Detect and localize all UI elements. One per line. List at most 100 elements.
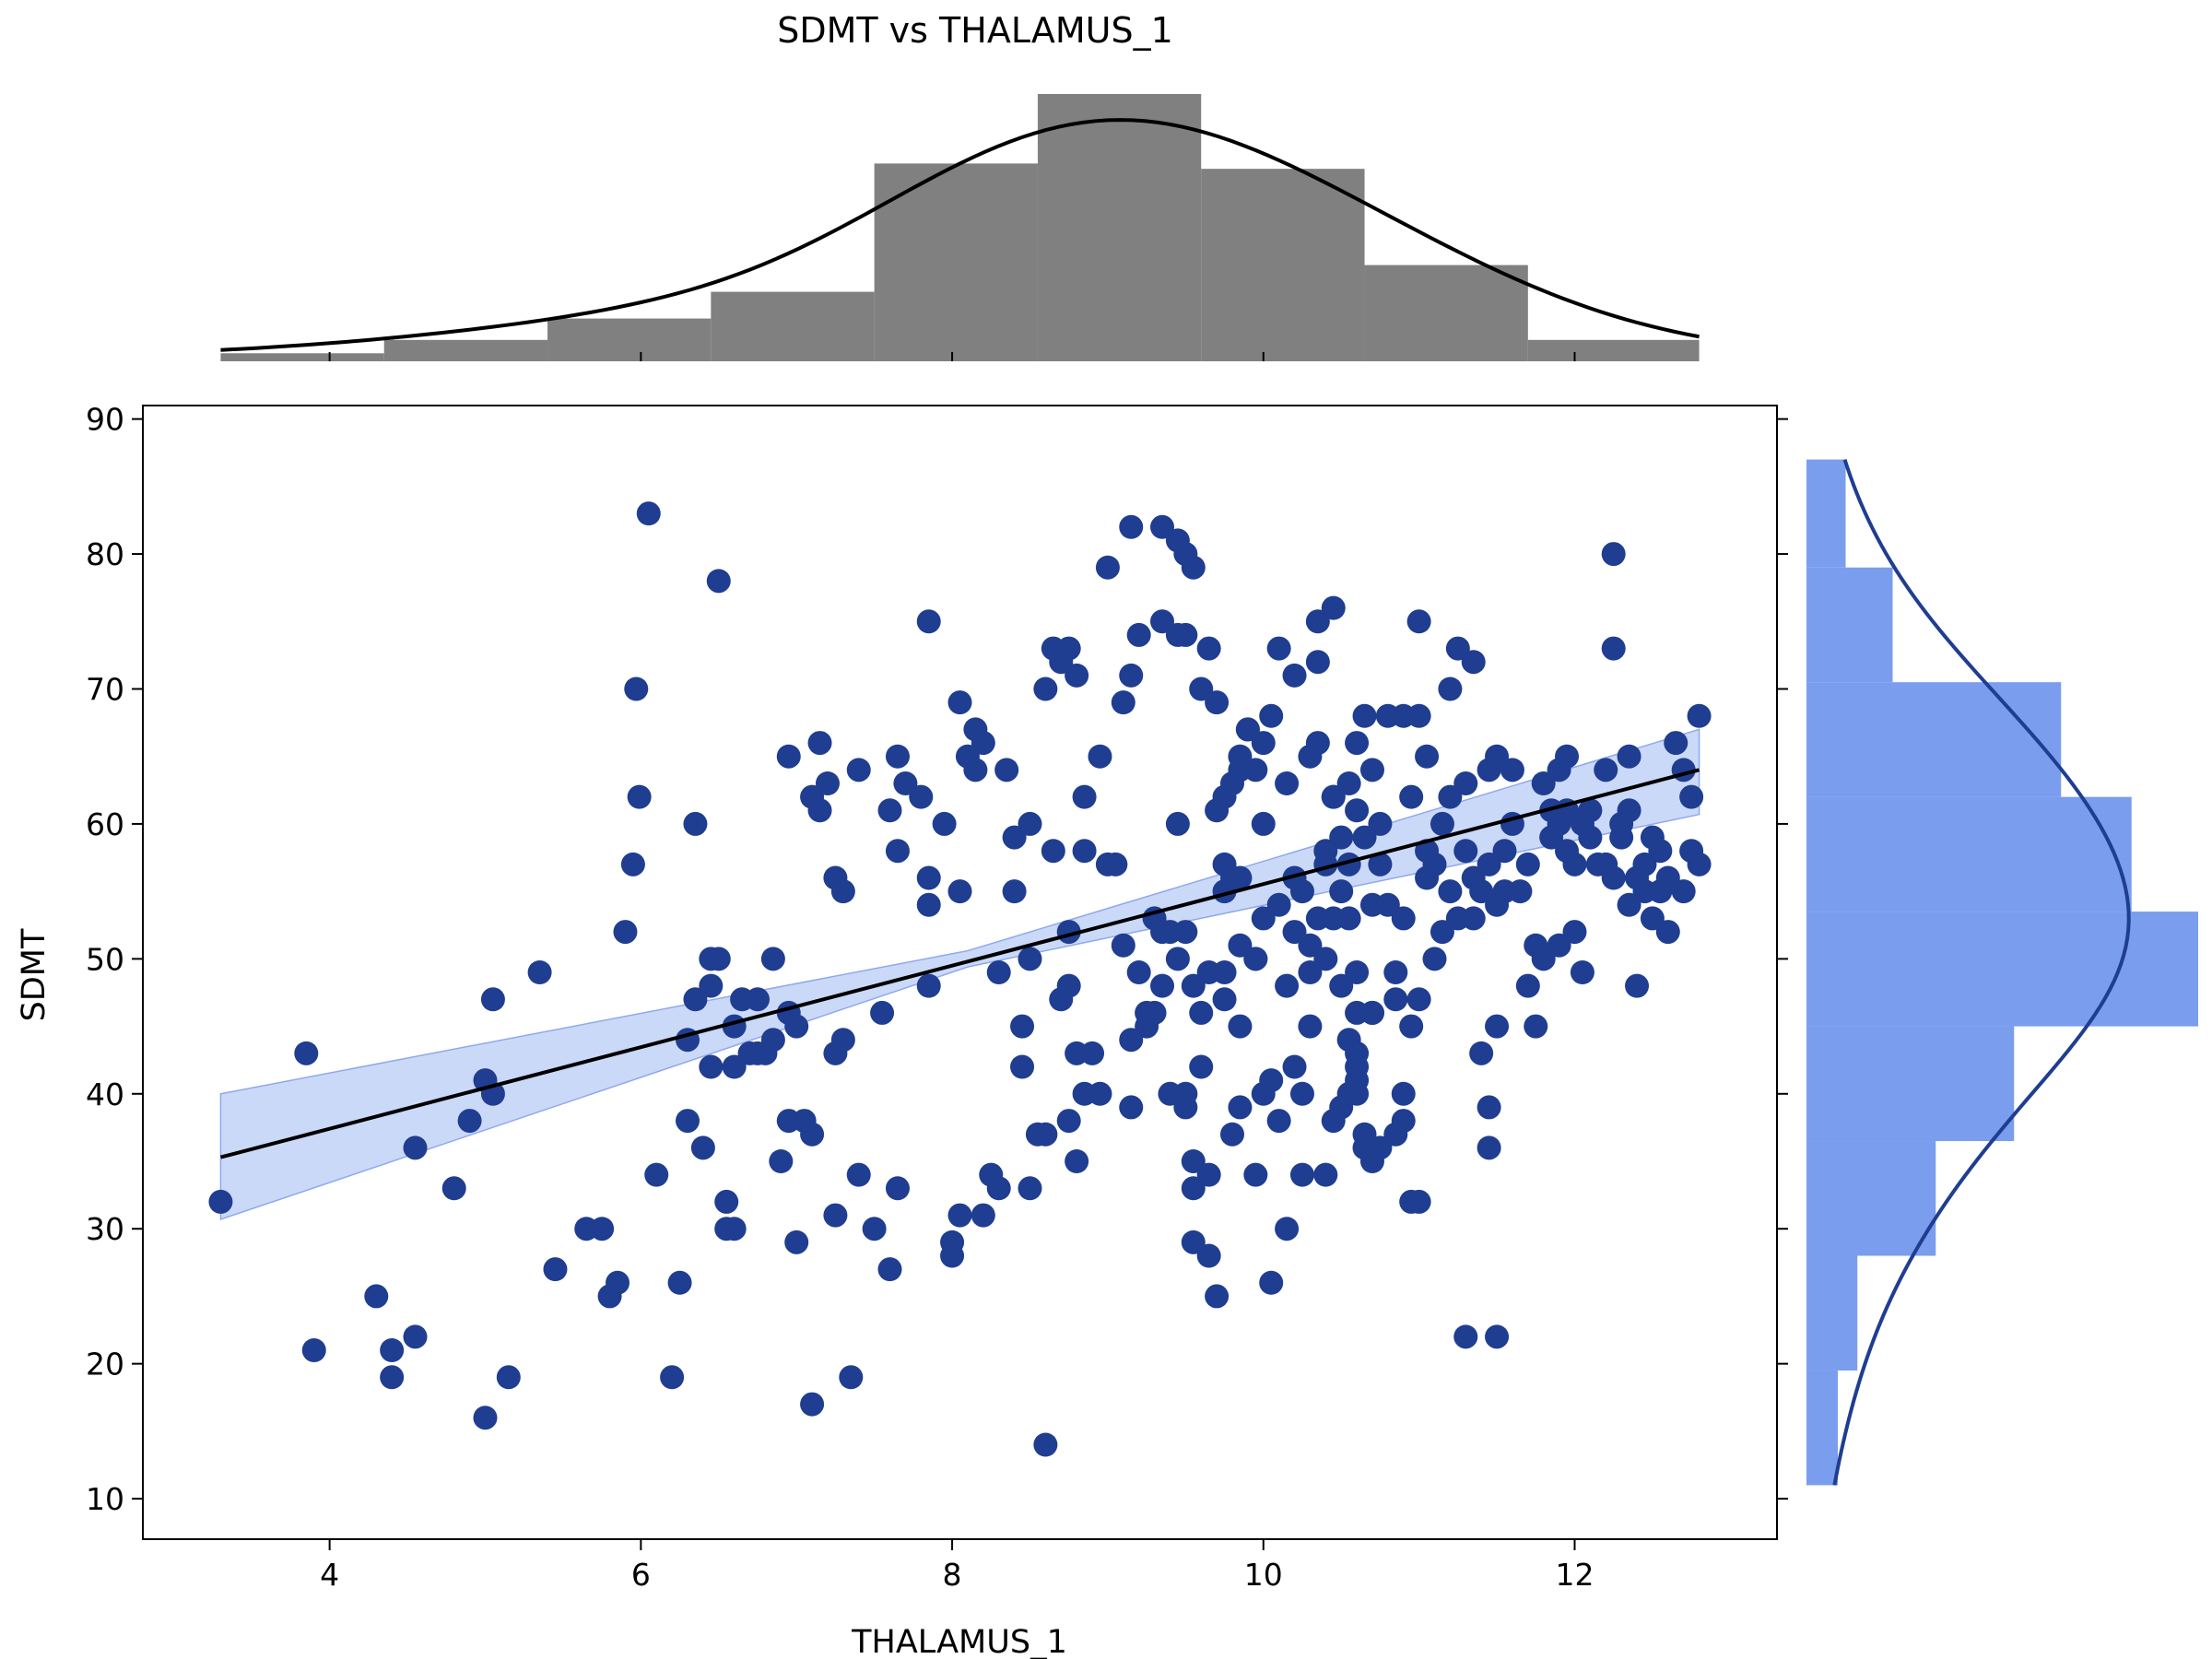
y-tick-label: 60 [86,806,124,842]
scatter-point [706,947,731,971]
scatter-point [1189,1054,1214,1079]
scatter-point [301,1338,326,1362]
right-histogram-bar [1806,459,1846,568]
scatter-point [776,1109,801,1134]
scatter-point [885,1176,910,1201]
scatter-point [1430,920,1454,945]
scatter-point [496,1365,521,1390]
scatter-point [947,1203,972,1228]
scatter-point [1671,879,1696,904]
scatter-point [480,987,505,1012]
top-histogram-bar [711,291,875,361]
top-histogram-bar [220,353,384,361]
scatter-point [1359,892,1384,917]
scatter-point [885,744,910,769]
scatter-point [364,1284,389,1309]
scatter-point [1375,703,1400,728]
scatter-point [1594,758,1618,782]
scatter-point [1095,555,1120,580]
scatter-point [613,920,638,945]
scatter-point [636,501,661,526]
scatter-point [1359,758,1384,782]
scatter-point [1049,650,1074,675]
scatter-point [1266,892,1291,917]
scatter-point [1243,1162,1268,1187]
y-axis-label: SDMT [16,928,53,1021]
scatter-point [846,1162,871,1187]
scatter-point [1251,906,1276,931]
scatter-point [1352,825,1377,850]
scatter-point [830,1028,855,1053]
scatter-point [1601,636,1626,661]
scatter-point [1640,906,1665,931]
scatter-point [1033,1432,1058,1457]
scatter-point [916,973,941,998]
scatter-point [683,811,708,836]
scatter-point [1282,920,1307,945]
scatter-point [1469,1041,1494,1065]
top-marginal-histogram [220,94,1700,361]
scatter-point [877,1257,902,1282]
scatter-point [722,1217,747,1241]
scatter-point [1368,852,1393,877]
scatter-point [1515,973,1540,998]
x-tick-label: 12 [1555,1557,1594,1593]
scatter-point [1305,609,1330,634]
scatter-point [1150,973,1175,998]
scatter-point [1150,609,1175,634]
right-histogram-bar [1806,1141,1936,1256]
scatter-point [1212,960,1237,984]
scatter-point [1399,784,1424,809]
scatter-point [862,1217,887,1241]
scatter-point [1259,1270,1284,1295]
scatter-point [807,731,832,756]
scatter-point [1406,987,1431,1012]
scatter-point [955,744,980,769]
scatter-point [971,1203,995,1228]
scatter-point [714,1189,739,1214]
y-tick-label: 10 [86,1481,124,1517]
right-histogram-bar [1806,1026,2015,1142]
scatter-point [1570,960,1594,984]
scatter-point [1205,1284,1230,1309]
y-axis-ticks: 10 20 30 40 50 60 70 80 90 [86,402,1788,1517]
scatter-point [1251,811,1276,836]
scatter-point [403,1135,428,1160]
scatter-point [1088,744,1112,769]
scatter-point [1438,784,1463,809]
scatter-point [1492,839,1517,864]
scatter-point [745,1041,770,1065]
scatter-point [971,731,995,756]
scatter-point [1235,717,1260,742]
scatter-point [457,1109,482,1134]
scatter-point [1010,1054,1035,1079]
top-histogram-bar [874,163,1038,361]
scatter-point [1687,852,1712,877]
scatter-point [1010,1014,1035,1039]
scatter-point [1056,1109,1081,1134]
x-tick-label: 8 [943,1557,962,1593]
scatter-point [1126,960,1151,984]
x-tick-label: 10 [1244,1557,1283,1593]
top-histogram-bar [383,339,548,361]
scatter-point [1305,906,1330,931]
scatter-point [1305,650,1330,675]
scatter-point [1336,771,1361,795]
scatter-point [1111,690,1135,715]
right-histogram-bar [1806,567,1893,683]
scatter-point [986,1176,1011,1201]
scatter-point [1018,947,1042,971]
scatter-point [1243,947,1268,971]
scatter-point [1228,865,1253,890]
scatter-point [1336,906,1361,931]
scatter-point [1438,879,1463,904]
scatter-point [1406,609,1431,634]
scatter-point [909,784,934,809]
scatter-point [380,1338,405,1362]
scatter-point [1065,663,1089,688]
scatter-point [1617,744,1641,769]
scatter-point [294,1041,319,1065]
scatter-point [1002,825,1027,850]
scatter-point [1298,960,1323,984]
scatter-point [1345,798,1370,823]
